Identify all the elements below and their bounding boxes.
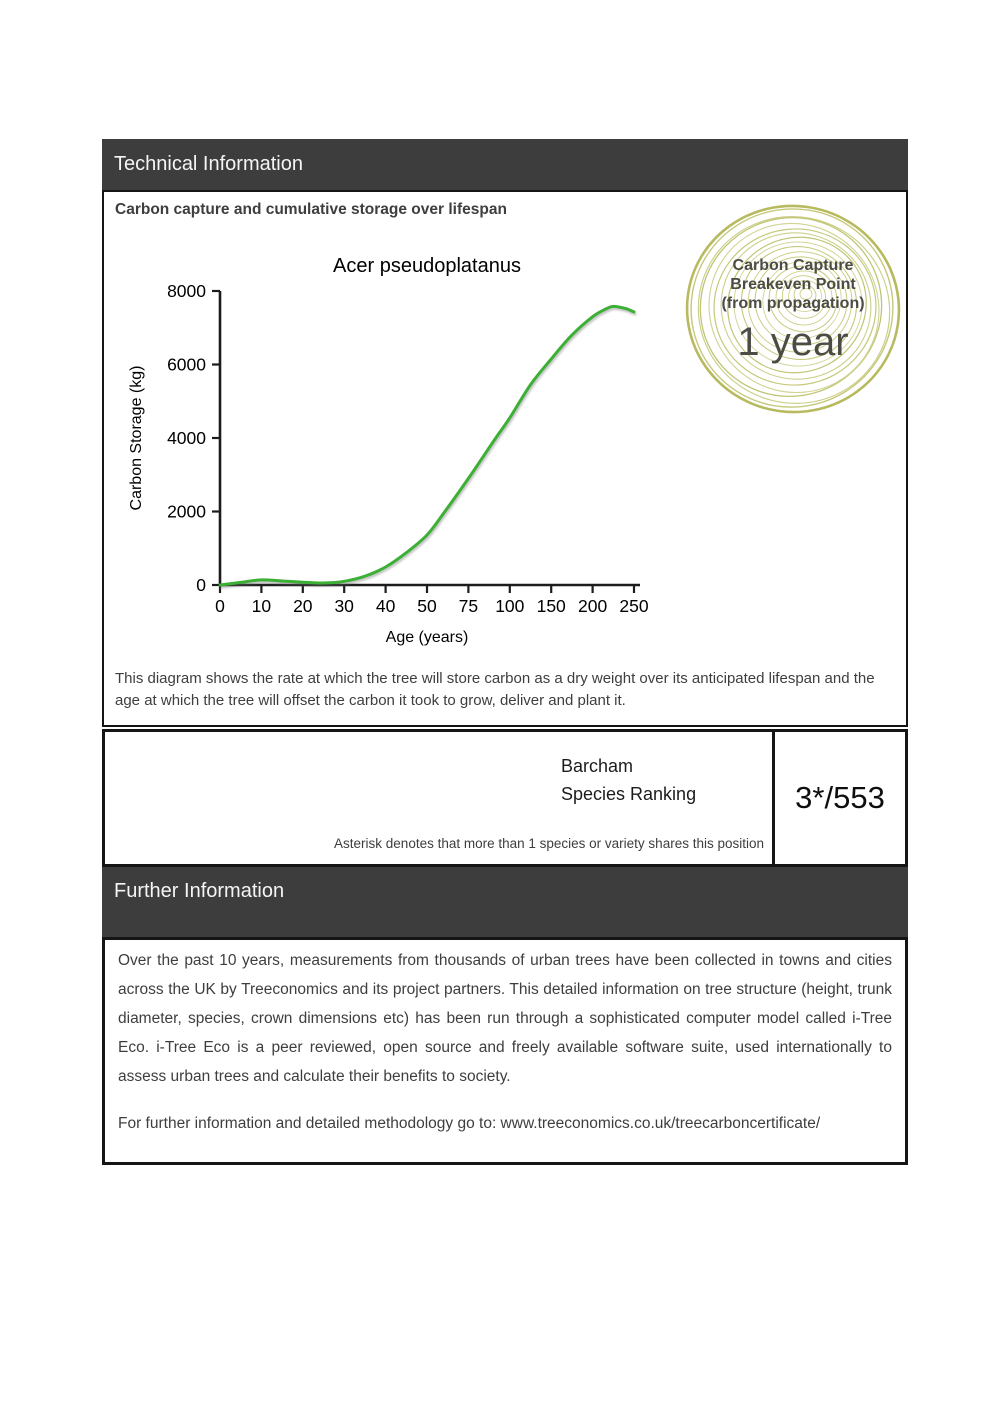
- badge-line-1: Carbon Capture: [732, 257, 854, 274]
- svg-text:30: 30: [334, 596, 354, 616]
- breakeven-value: 1 year: [737, 320, 849, 364]
- breakeven-badge: Carbon Capture Breakeven Point (from pro…: [676, 200, 910, 418]
- svg-text:Age (years): Age (years): [386, 629, 469, 646]
- badge-line-3: (from propagation): [721, 295, 865, 312]
- carbon-storage-line-chart: Acer pseudoplatanus 0 10 20 30 40 50 75 100 150 20…: [128, 255, 649, 646]
- svg-text:0: 0: [196, 575, 206, 595]
- technical-information-header: Technical Information: [102, 139, 908, 190]
- methodology-link-line: For further information and detailed met…: [118, 1115, 821, 1132]
- svg-text:2000: 2000: [167, 502, 206, 522]
- ranking-label-line-2: Species Ranking: [561, 784, 697, 804]
- svg-text:75: 75: [459, 596, 478, 616]
- ranking-label-cell: Barcham Species Ranking Asterisk denotes…: [105, 732, 772, 864]
- technical-information-panel: Carbon capture and cumulative storage ov…: [102, 190, 908, 727]
- svg-text:200: 200: [578, 596, 607, 616]
- breakeven-badge-text: Carbon Capture Breakeven Point (from pro…: [676, 256, 910, 364]
- ranking-value: 3*/553: [772, 732, 905, 864]
- svg-text:0: 0: [215, 596, 225, 616]
- further-information-header: Further Information: [102, 867, 908, 937]
- svg-text:100: 100: [495, 596, 524, 616]
- svg-text:Carbon Storage (kg): Carbon Storage (kg): [128, 366, 145, 511]
- svg-text:Acer pseudoplatanus: Acer pseudoplatanus: [333, 255, 521, 277]
- certificate-content: Technical Information Carbon capture and…: [102, 139, 908, 1165]
- ranking-label: Barcham Species Ranking: [561, 752, 696, 808]
- species-ranking-panel: Barcham Species Ranking Asterisk denotes…: [102, 729, 908, 867]
- svg-text:20: 20: [293, 596, 313, 616]
- svg-text:10: 10: [252, 596, 272, 616]
- svg-text:50: 50: [417, 596, 437, 616]
- chart-description: This diagram shows the rate at which the…: [115, 670, 875, 709]
- further-information-paragraph: Over the past 10 years, measurements fro…: [118, 952, 892, 1085]
- svg-text:40: 40: [376, 596, 396, 616]
- svg-text:150: 150: [537, 596, 566, 616]
- tree-rings-icon: [685, 204, 901, 414]
- svg-text:8000: 8000: [167, 281, 206, 301]
- svg-text:4000: 4000: [167, 428, 206, 448]
- badge-line-2: Breakeven Point: [730, 276, 856, 293]
- further-information-panel: Over the past 10 years, measurements fro…: [102, 937, 908, 1165]
- ranking-asterisk-note: Asterisk denotes that more than 1 specie…: [334, 836, 764, 851]
- technical-information-title: Technical Information: [114, 153, 303, 175]
- further-information-title: Further Information: [114, 880, 285, 902]
- svg-text:6000: 6000: [167, 355, 206, 375]
- chart-section-heading: Carbon capture and cumulative storage ov…: [115, 201, 507, 218]
- svg-text:250: 250: [619, 596, 648, 616]
- ranking-label-line-1: Barcham: [561, 756, 634, 776]
